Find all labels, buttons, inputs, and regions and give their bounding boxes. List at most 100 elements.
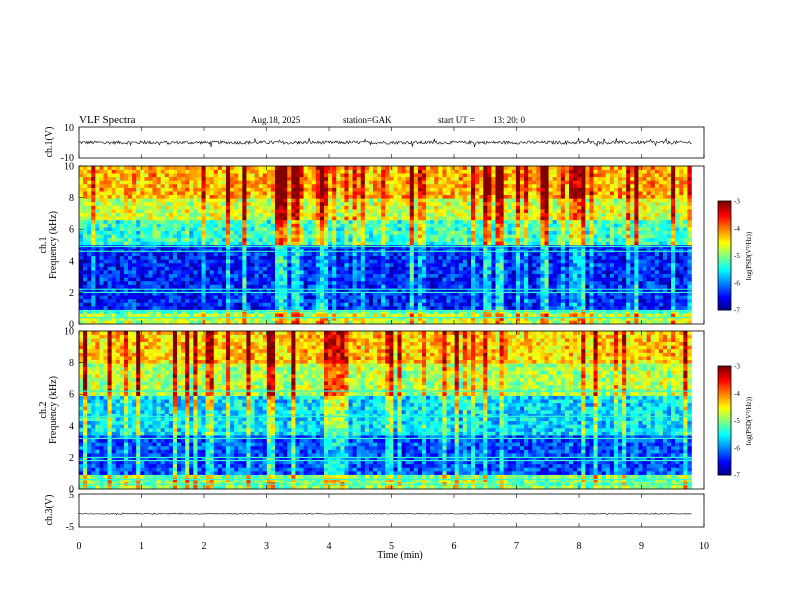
spectrogram-cell [438,316,443,321]
spectrogram-cell [385,277,390,282]
spectrogram-cell [128,273,133,278]
spectrogram-cell [344,248,349,253]
spectrogram-cell [438,241,443,246]
spectrogram-cell [654,277,660,282]
spectrogram-cell [295,219,300,224]
spectrogram-cell [246,306,251,310]
spectrogram-cell [650,223,656,228]
spectrogram-cell [585,273,590,278]
spectrogram-cell [618,313,623,318]
spectrogram-cell [123,316,129,321]
spectrogram-cell [230,241,235,246]
spectrogram-cell [434,277,439,282]
spectrogram-cell [658,259,664,264]
spectrogram-cell [581,230,586,235]
spectrogram-cell [630,248,635,253]
spectrogram-cell [471,209,476,213]
spectrogram-cell [315,234,321,239]
spectrogram-cell [413,234,419,239]
spectrogram-cell [107,237,112,242]
spectrogram-cell [242,216,247,221]
spectrogram-cell [438,295,443,300]
spectrogram-cell [254,266,259,271]
spectrogram-cell [99,291,104,296]
spectrogram-cell [336,306,341,310]
spectrogram-cell [667,280,672,285]
ch1-ytick-bottom: -10 [61,153,74,164]
spectrogram-cell [495,227,500,231]
spectrogram-cell [266,288,272,292]
spectrogram-cell [393,306,398,310]
spectrogram-cell [564,270,570,275]
spectrogram-cell [348,216,353,221]
spectrogram-cell [438,212,443,217]
spectrogram-cell [626,306,631,310]
spectrogram-cell [99,223,104,228]
spectrogram-cell [597,259,602,264]
spectrogram-cell [593,316,598,321]
spectrogram-cell [128,266,133,271]
spectrogram-cell [119,291,125,296]
spectrogram-cell [258,252,264,257]
spectrogram-cell [450,273,455,278]
spectrogram-cell [340,255,345,260]
spectrogram-cell [205,259,210,264]
spectrogram-cell [238,209,243,213]
spectrogram-cell [373,277,378,282]
spectrogram-cell [319,205,325,210]
spectrogram-cell [83,313,88,318]
spectrogram-cell [405,230,411,235]
spectrogram-cell [520,288,525,292]
spectrogram-cell [589,237,594,242]
spectrogram-cell [495,205,500,210]
spectrogram-cell [495,291,500,296]
spectrogram-cell [230,288,235,292]
spectrogram-cell [299,306,304,310]
spectrogram-cell [99,252,104,257]
spectrogram-cell [189,237,194,242]
spectrogram-cell [466,248,472,253]
spectrogram-cell [270,209,276,213]
spectrogram-cell [103,223,108,228]
spectrogram-cell [667,298,672,303]
spectrogram-cell [475,273,480,278]
spectrogram-cell [344,212,349,217]
spectrogram-cell [275,280,280,285]
spectrogram-cell [507,219,513,224]
spectrogram-cell [511,298,517,303]
spectrogram-cell [303,223,308,228]
spectrogram-cell [417,237,423,242]
spectrogram-cell [172,234,178,239]
spectrogram-cell [156,227,161,231]
spectrogram-cell [499,306,504,310]
spectrogram-cell [168,248,174,253]
spectrogram-cell [319,306,325,310]
spectrogram-cell [385,216,390,221]
spectrogram-cell [532,219,537,224]
spectrogram-cell [540,262,545,267]
spectrogram-cell [148,252,153,257]
spectrogram-cell [630,306,635,310]
spectrogram-cell [152,219,157,224]
spectrogram-cell [238,216,243,221]
spectrogram-cell [189,302,194,307]
spectrogram-cell [573,316,578,321]
spectrogram-cell [144,273,149,278]
spectrogram-cell [499,316,504,321]
spectrogram-cell [364,241,370,246]
spectrogram-cell [385,259,390,264]
spectrogram-cell [111,252,117,257]
spectrogram-cell [87,237,92,242]
spectrogram-cell [164,237,170,242]
spectrogram-cell [336,266,341,271]
spectrogram-cell [454,270,460,275]
spectrogram-cell [544,284,549,289]
spectrogram-cell [295,277,300,282]
spectrogram-cell [107,288,112,292]
spectrogram-cell [168,227,174,231]
spectrogram-cell [528,241,533,246]
spectrogram-cell [95,298,100,303]
spectrogram-cell [618,298,623,303]
spectrogram-cell [87,248,92,253]
spectrogram-cell [319,209,325,213]
